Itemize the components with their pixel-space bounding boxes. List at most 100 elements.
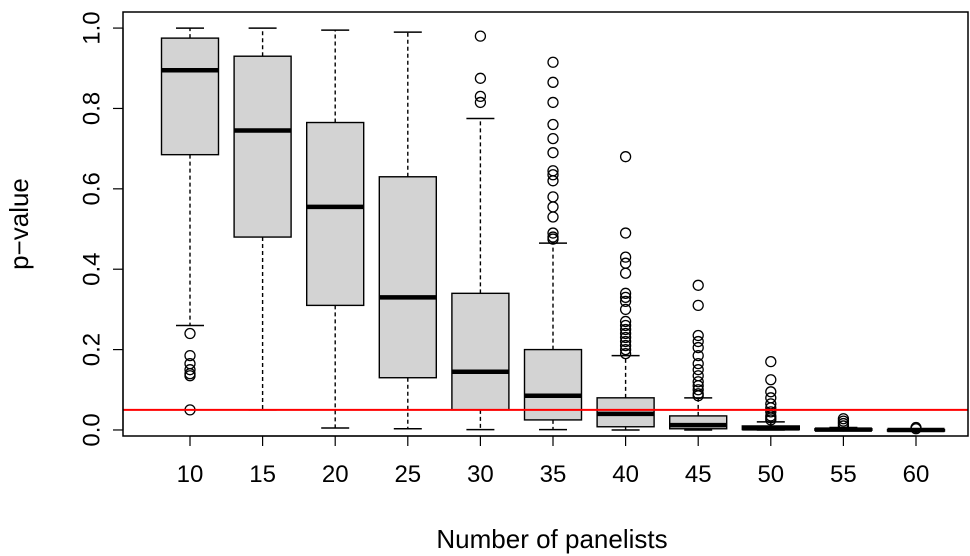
x-tick-label: 15 [249, 461, 276, 488]
x-tick-label: 25 [394, 461, 421, 488]
outlier-point [184, 370, 196, 382]
box-iqr [233, 55, 292, 238]
outlier-point [619, 267, 632, 279]
outlier-point [619, 335, 632, 348]
y-tick-label: 0.0 [78, 413, 105, 446]
outlier-point [692, 341, 704, 354]
outlier-point [547, 175, 559, 187]
x-tick-label: 50 [757, 461, 784, 488]
outlier-point [547, 227, 559, 239]
outlier-point [692, 384, 704, 396]
outlier-point [619, 227, 632, 239]
box-group-45 [669, 279, 728, 431]
outlier-point [547, 147, 559, 159]
outlier-point [692, 376, 704, 388]
outlier-point [547, 56, 559, 68]
box-iqr [523, 348, 583, 421]
outlier-point [692, 279, 704, 291]
y-tick-label: 0.2 [78, 333, 105, 366]
outlier-point [692, 358, 704, 370]
box-iqr [378, 176, 437, 379]
x-tick-label: 20 [322, 461, 349, 488]
x-tick-label: 10 [177, 461, 204, 488]
y-axis-title: p−value [4, 178, 34, 270]
outlier-point [184, 349, 196, 362]
outlier-point [692, 335, 704, 348]
outlier-point [474, 72, 487, 84]
outlier-point [910, 423, 922, 435]
outlier-point [692, 329, 704, 342]
outlier-point [619, 327, 632, 340]
outlier-point [474, 30, 487, 42]
outlier-point [619, 315, 632, 328]
outlier-point [474, 90, 487, 103]
outlier-point [765, 414, 777, 426]
outlier-point [619, 151, 632, 163]
box-group-10 [160, 27, 220, 416]
outlier-point [765, 355, 777, 368]
x-tick-label: 40 [612, 461, 639, 488]
outlier-point [619, 331, 632, 344]
outlier-point [765, 406, 777, 418]
outlier-point [547, 191, 559, 203]
x-tick-label: 45 [685, 461, 712, 488]
box-iqr [160, 37, 220, 156]
outlier-point [765, 398, 777, 410]
outlier-point [547, 96, 559, 109]
y-axis: 0.0 0.2 0.4 0.6 0.8 1.0 [78, 11, 124, 447]
plot-area [123, 27, 968, 435]
box-group-20 [306, 29, 365, 429]
outlier-point [837, 420, 850, 432]
outlier-point [547, 118, 559, 131]
outlier-point [619, 303, 632, 316]
y-tick-label: 0.4 [78, 253, 105, 286]
x-tick-label: 55 [830, 461, 857, 488]
outlier-point [547, 169, 559, 181]
outlier-point [692, 349, 704, 362]
outlier-point [692, 364, 704, 376]
outlier-point [547, 201, 559, 213]
x-axis: 10 15 20 25 30 35 40 45 50 55 60 [177, 435, 930, 488]
box-group-40 [596, 151, 655, 431]
outlier-point [619, 287, 632, 299]
box-group-50 [741, 355, 800, 431]
y-tick-label: 0.8 [78, 92, 105, 125]
outlier-point [765, 374, 777, 386]
outlier-point [765, 386, 777, 398]
outlier-point [619, 319, 632, 332]
outlier-point [619, 257, 632, 269]
outlier-point [184, 364, 196, 376]
outlier-point [619, 347, 632, 360]
outlier-point [184, 327, 196, 340]
x-tick-label: 35 [540, 461, 567, 488]
outlier-point [619, 339, 632, 352]
outlier-point [474, 96, 487, 109]
outlier-point [692, 390, 704, 402]
x-tick-label: 30 [467, 461, 494, 488]
outlier-point [619, 323, 632, 336]
box-group-30 [451, 30, 510, 431]
outlier-point [547, 233, 559, 245]
box-group-55 [814, 413, 873, 432]
outlier-point [692, 370, 704, 382]
outlier-point [619, 251, 632, 263]
box-group-25 [378, 31, 437, 430]
outlier-point [692, 299, 704, 312]
box-group-60 [886, 421, 946, 435]
box-iqr [451, 292, 510, 411]
outlier-point [547, 211, 559, 223]
box-iqr [306, 121, 365, 307]
outlier-point [619, 291, 632, 303]
outlier-point [619, 295, 632, 308]
outlier-point [547, 76, 559, 88]
y-tick-label: 1.0 [78, 11, 105, 44]
x-tick-label: 60 [903, 461, 930, 488]
outlier-point [619, 343, 632, 356]
x-axis-title: Number of panelists [436, 524, 667, 554]
box-group-35 [523, 56, 583, 431]
outlier-point [765, 392, 777, 404]
box-group-15 [233, 27, 292, 411]
y-tick-label: 0.6 [78, 172, 105, 205]
outlier-point [547, 132, 559, 145]
